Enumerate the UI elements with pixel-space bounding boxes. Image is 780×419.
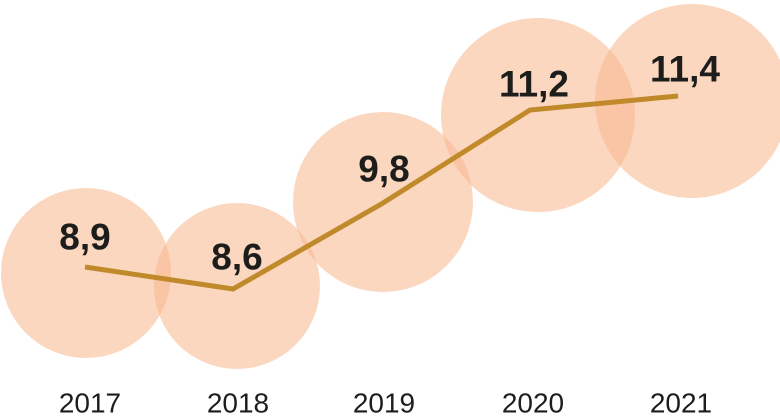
- x-axis-label-2017: 2017: [59, 388, 121, 419]
- x-axis-label-2021: 2021: [650, 388, 712, 419]
- x-axis-label-2018: 2018: [207, 388, 269, 419]
- x-axis-label-2020: 2020: [502, 388, 564, 419]
- bubble-2017: [1, 188, 171, 358]
- value-label-2018: 8,6: [211, 237, 262, 278]
- bubbles-layer: [1, 4, 780, 369]
- value-label-2020: 11,2: [499, 64, 569, 105]
- x-axis-labels-layer: 2017 2018 2019 2020 2021: [59, 388, 712, 419]
- value-label-2021: 11,4: [650, 49, 720, 90]
- trend-line-layer: [84, 93, 679, 292]
- bubble-2021: [595, 4, 780, 198]
- bubble-2020: [441, 18, 635, 212]
- value-label-2017: 8,9: [59, 217, 110, 258]
- x-axis-label-2019: 2019: [353, 388, 415, 419]
- value-label-2019: 9,8: [358, 149, 409, 190]
- value-labels-layer: 8,9 8,6 9,8 11,2 11,4: [59, 49, 720, 278]
- trend-line: [84, 93, 679, 292]
